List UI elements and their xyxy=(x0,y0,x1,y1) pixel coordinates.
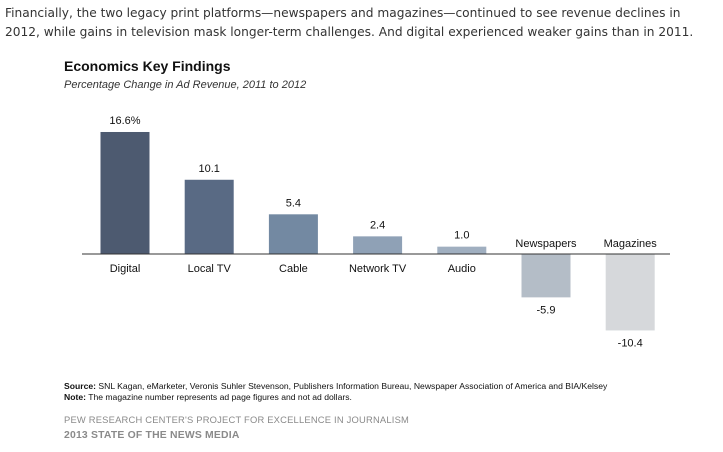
category-label: Digital xyxy=(110,263,141,275)
value-label: -10.4 xyxy=(618,337,643,349)
category-label: Audio xyxy=(448,263,476,275)
intro-paragraph: Financially, the two legacy print platfo… xyxy=(5,6,694,39)
bar-newspapers xyxy=(521,254,571,298)
bar-digital xyxy=(100,131,150,254)
source-note: Source: SNL Kagan, eMarketer, Veronis Su… xyxy=(64,381,607,403)
category-label: Cable xyxy=(279,263,308,275)
value-label: 10.1 xyxy=(198,163,219,175)
bar-magazines xyxy=(605,254,655,331)
bar-audio xyxy=(437,246,487,254)
bar-local-tv xyxy=(184,179,234,254)
note-label: Note: xyxy=(64,392,86,402)
category-label: Magazines xyxy=(604,238,658,250)
chart-title: Economics Key Findings xyxy=(64,58,231,74)
bar-network-tv xyxy=(353,236,403,254)
footer-report: 2013 STATE OF THE NEWS MEDIA xyxy=(64,430,240,441)
source-label: Source: xyxy=(64,381,96,391)
value-label: -5.9 xyxy=(537,304,556,316)
value-label: 2.4 xyxy=(370,219,385,231)
footer-org: PEW RESEARCH CENTER'S PROJECT FOR EXCELL… xyxy=(64,414,410,425)
value-label: 1.0 xyxy=(454,230,469,242)
chart-subtitle: Percentage Change in Ad Revenue, 2011 to… xyxy=(64,79,307,91)
value-label: 16.6% xyxy=(109,115,140,127)
source-text: SNL Kagan, eMarketer, Veronis Suhler Ste… xyxy=(98,381,608,391)
category-label: Local TV xyxy=(188,263,232,275)
category-label: Newspapers xyxy=(515,238,577,250)
bar-cable xyxy=(268,214,318,254)
note-text: The magazine number represents ad page f… xyxy=(88,392,352,402)
note-line: Note: The magazine number represents ad … xyxy=(64,392,607,403)
bar-chart: 16.6% Digital 10.1 Local TV 5.4 Cable 2.4 Netwo… xyxy=(82,115,670,349)
category-label: Network TV xyxy=(349,263,407,275)
value-label: 5.4 xyxy=(286,197,301,209)
source-line: Source: SNL Kagan, eMarketer, Veronis Su… xyxy=(64,381,607,392)
